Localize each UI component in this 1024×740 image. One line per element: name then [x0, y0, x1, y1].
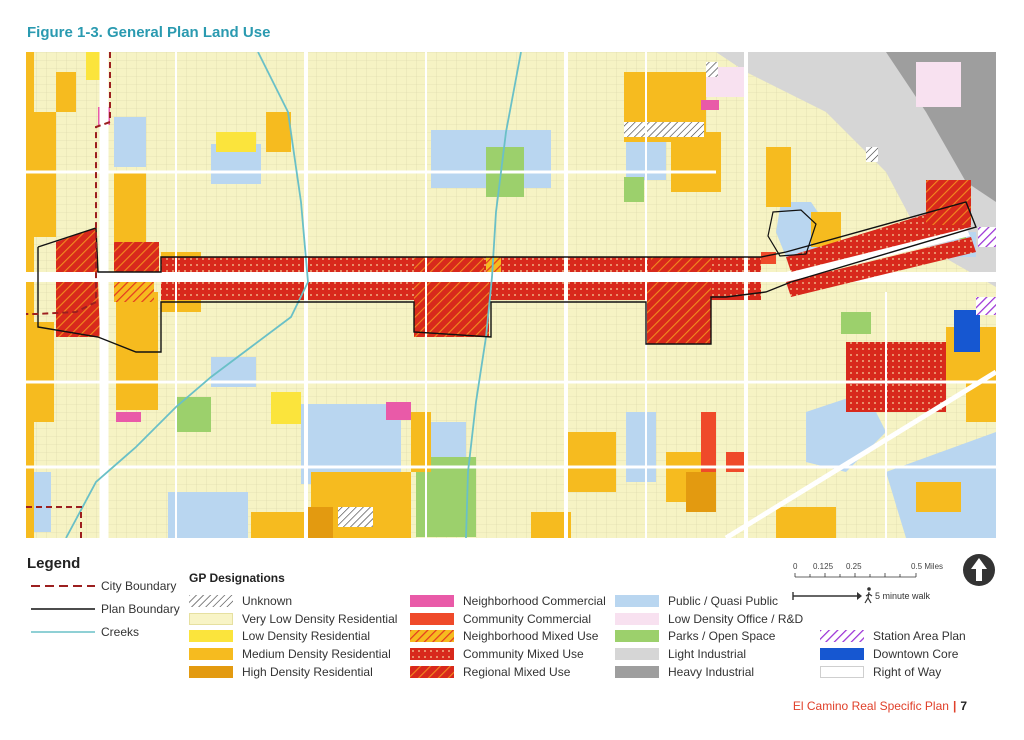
page-footer: El Camino Real Specific Plan | 7: [793, 699, 967, 713]
scale-bar: 0 0.125 0.25 0.5 Miles 5 minute walk: [792, 562, 943, 604]
legend-label: Parks / Open Space: [668, 629, 776, 643]
legend-label: Unknown: [242, 594, 293, 608]
legend-item-downtown-core: Downtown Core: [820, 647, 958, 661]
legend-label: Public / Quasi Public: [668, 594, 779, 608]
legend-label: Regional Mixed Use: [463, 665, 571, 679]
legend-city-boundary-label: City Boundary: [101, 579, 177, 593]
legend-item-high-density: High Density Residential: [189, 665, 373, 679]
legend-item-right-of-way: Right of Way: [820, 665, 941, 679]
color-swatch: [820, 648, 864, 660]
legend-item-office: Low Density Office / R&D: [615, 612, 803, 626]
color-swatch: [410, 595, 454, 607]
legend-label: Neighborhood Mixed Use: [463, 629, 599, 643]
color-swatch: [189, 630, 233, 642]
footer-doc-title: El Camino Real Specific Plan: [792, 699, 949, 713]
color-swatch: [410, 613, 454, 625]
gp-designations-title: GP Designations: [189, 571, 285, 585]
legend-label: Station Area Plan: [873, 629, 966, 643]
dots-red-swatch: [410, 648, 454, 660]
legend-item-regional-mixed-use: Regional Mixed Use: [410, 665, 570, 679]
legend-label: Low Density Office / R&D: [668, 612, 804, 626]
legend-title: Legend: [27, 555, 81, 572]
color-swatch: [189, 613, 233, 625]
color-swatch: [820, 666, 864, 678]
legend-item-very-low-density: Very Low Density Residential: [189, 612, 397, 626]
solid-line-icon: [31, 608, 95, 610]
legend-item-unknown: Unknown: [189, 594, 292, 608]
scale-tick-1: 0.125: [813, 562, 834, 571]
legend-label: Community Mixed Use: [463, 647, 584, 661]
figure-title: Figure 1-3. General Plan Land Use: [27, 24, 271, 41]
legend-item-community-commercial: Community Commercial: [410, 612, 591, 626]
legend-item-neighborhood-commercial: Neighborhood Commercial: [410, 594, 606, 608]
legend-label: Community Commercial: [463, 612, 592, 626]
legend-city-boundary: City Boundary: [31, 579, 176, 593]
walk-label: 5 minute walk: [875, 591, 931, 601]
hatch-purple-swatch: [820, 630, 864, 642]
legend-creeks-label: Creeks: [101, 625, 140, 639]
legend-label: Heavy Industrial: [668, 665, 755, 679]
land-use-map[interactable]: [26, 52, 996, 538]
page-number: 7: [960, 699, 967, 713]
legend-item-public: Public / Quasi Public: [615, 594, 778, 608]
legend-plan-boundary: Plan Boundary: [31, 602, 180, 616]
scale-tick-2: 0.25: [846, 562, 862, 571]
scale-tick-3: 0.5 Miles: [911, 562, 943, 571]
legend-label: Downtown Core: [873, 647, 959, 661]
creek-line-icon: [31, 631, 95, 633]
legend-item-neighborhood-mixed-use: Neighborhood Mixed Use: [410, 629, 598, 643]
north-arrow-icon: [963, 554, 995, 586]
legend-item-station-area: Station Area Plan: [820, 629, 966, 643]
legend-item-medium-density: Medium Density Residential: [189, 647, 391, 661]
legend-plan-boundary-label: Plan Boundary: [101, 602, 180, 616]
legend-label: Very Low Density Residential: [242, 612, 398, 626]
legend-item-community-mixed-use: Community Mixed Use: [410, 647, 584, 661]
walking-person-icon: [864, 587, 873, 604]
color-swatch: [615, 648, 659, 660]
color-swatch: [189, 666, 233, 678]
legend-label: Light Industrial: [668, 647, 747, 661]
legend-label: High Density Residential: [242, 665, 373, 679]
legend-label: Neighborhood Commercial: [463, 594, 606, 608]
color-swatch: [615, 613, 659, 625]
legend-creeks: Creeks: [31, 625, 139, 639]
footer-separator: |: [952, 699, 957, 713]
legend-label: Medium Density Residential: [242, 647, 391, 661]
dashed-line-icon: [31, 585, 95, 587]
legend-label: Right of Way: [873, 665, 942, 679]
legend-item-light-industrial: Light Industrial: [615, 647, 746, 661]
legend-item-heavy-industrial: Heavy Industrial: [615, 665, 754, 679]
color-swatch: [189, 648, 233, 660]
legend-item-low-density: Low Density Residential: [189, 629, 370, 643]
hatch-orange-swatch: [410, 630, 454, 642]
legend-label: Low Density Residential: [242, 629, 371, 643]
scale-tick-0: 0: [793, 562, 798, 571]
color-swatch: [615, 630, 659, 642]
hatch-gray-swatch: [189, 595, 233, 607]
legend-item-parks: Parks / Open Space: [615, 629, 775, 643]
color-swatch: [615, 666, 659, 678]
hatch-red-swatch: [410, 666, 454, 678]
color-swatch: [615, 595, 659, 607]
land-use-map-svg: [26, 52, 996, 538]
